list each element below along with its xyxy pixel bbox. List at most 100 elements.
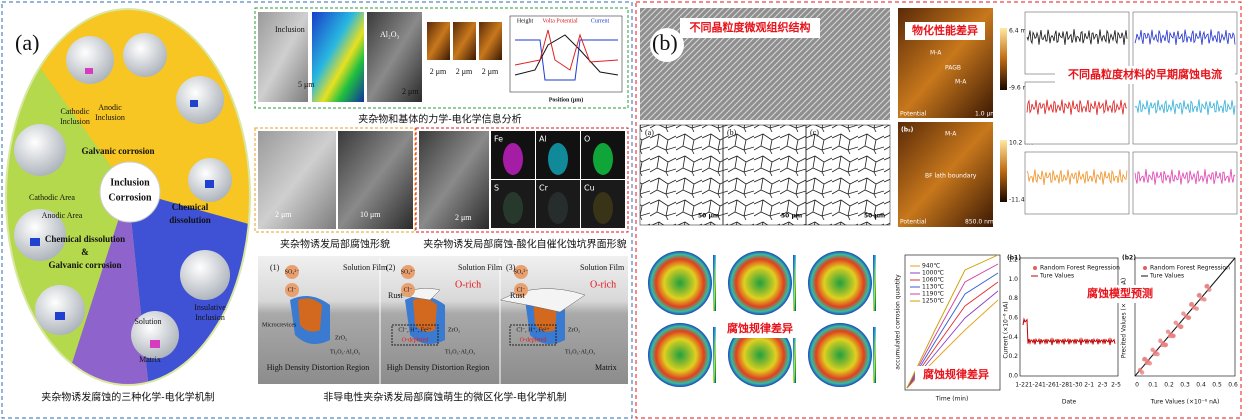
x-axis-label: Ture Values (×10⁻⁶ nA) xyxy=(1150,399,1220,406)
colorbar xyxy=(1000,28,1007,90)
rust-label: Rust xyxy=(510,291,525,300)
sector-label: Chemical dissolution xyxy=(45,234,125,244)
legend-label: Ture Values xyxy=(1039,273,1074,280)
colorbar-label: 6.4 mV xyxy=(1009,28,1031,35)
sem-image xyxy=(258,12,308,102)
kpfm-label: (b₂) xyxy=(901,127,914,134)
ion-label: SO₄²⁻ xyxy=(285,269,300,275)
panel-label: (b) xyxy=(652,30,678,55)
o-rich-label: O-rich xyxy=(455,279,481,290)
corrosion-maps xyxy=(644,249,876,389)
microcrevice-label: Microcrevices xyxy=(262,322,297,328)
element-label: Cu xyxy=(584,184,595,193)
map-colorbar xyxy=(793,327,796,383)
schematic-shapes xyxy=(285,258,586,384)
eds-signal xyxy=(503,143,523,175)
ion-label: Cl⁻ xyxy=(288,287,297,293)
parity-point xyxy=(1144,360,1150,366)
tial-label: Ti₂O₃·Al₂O₃ xyxy=(565,349,595,355)
eds-maps: Fe Al O S Cr Cu xyxy=(491,131,625,228)
scale-label: 2 μm xyxy=(275,210,292,219)
panel-label: (a) xyxy=(15,30,39,55)
diagram-label: Inclusion xyxy=(95,113,125,122)
diagram-label: Matrix xyxy=(139,355,161,364)
rust-label: Rust xyxy=(388,291,403,300)
diagram-label: Inclusion xyxy=(195,313,225,322)
accumulation-line xyxy=(906,272,999,389)
current-plot xyxy=(1024,11,1130,75)
map-colorbar xyxy=(713,255,716,311)
morphology-box xyxy=(254,127,416,233)
x-tick-label: 0.3 xyxy=(1180,382,1190,389)
tick-labels: 1-22 1-24 1-26 1-28 1-30 2-1 2-3 2-5 1.2 1.0 0.8 0.… xyxy=(1008,257,1237,389)
title-backdrop xyxy=(1080,285,1160,303)
subpanel-label: (b1) xyxy=(1007,255,1021,262)
matrix-label: Matrix xyxy=(595,363,617,372)
scale-label: 2 μm xyxy=(430,67,447,76)
parity-point xyxy=(1196,293,1202,298)
parity-points xyxy=(1137,283,1212,375)
diagram-outline xyxy=(5,8,251,386)
current-plot xyxy=(1132,151,1238,215)
diagram-label: Anodic Area xyxy=(42,211,83,220)
parity-point xyxy=(1204,284,1209,289)
current-plot xyxy=(1132,11,1238,75)
element-label: Cr xyxy=(539,184,549,193)
step-label: (3) xyxy=(506,263,516,272)
legend-label: 1250℃ xyxy=(922,298,944,305)
y-tick-label: 0.4 xyxy=(1008,334,1018,341)
grain-boundaries xyxy=(640,125,890,225)
x-axis-label: Date xyxy=(1062,399,1077,406)
map-colorbar xyxy=(793,255,796,311)
profile-line xyxy=(515,39,618,81)
panel-a-border xyxy=(1,1,633,419)
title-backdrop xyxy=(905,22,985,40)
parity-point xyxy=(1139,370,1145,375)
parity-point xyxy=(1167,333,1173,339)
center-label: Corrosion xyxy=(108,192,152,203)
panel-b-border xyxy=(635,1,1242,419)
interface-box xyxy=(415,127,629,233)
corrosion-map xyxy=(648,323,712,387)
parity-point xyxy=(1178,324,1183,330)
parity-point xyxy=(1160,342,1165,348)
scale-label: 2 μm xyxy=(456,67,473,76)
x-tick-label: 0.6 xyxy=(1228,382,1238,389)
y-axis-label: Current (×10⁻⁶ nA) xyxy=(1003,301,1010,358)
title-backdrop xyxy=(915,366,999,384)
x-tick-label: 2-5 xyxy=(1111,382,1121,389)
profile-plot xyxy=(509,15,623,93)
current-plots xyxy=(1024,11,1238,215)
current-plot xyxy=(1024,81,1130,145)
legend-label: Height xyxy=(517,18,534,24)
eds-signal xyxy=(593,192,613,224)
colorbar-label: -11.4 mV xyxy=(1009,197,1037,204)
scale-label: 5 μm xyxy=(298,80,315,89)
current-trace xyxy=(1026,99,1128,116)
kpfm-label: M-A xyxy=(955,79,967,86)
map-colorbar xyxy=(713,327,716,383)
scale-label: 2 μm xyxy=(455,213,472,222)
afm-image xyxy=(453,22,476,60)
x-tick-label: 1-24 xyxy=(1029,382,1043,389)
prediction-title: 腐蚀模型预测 xyxy=(1087,286,1153,300)
scale-label: 50 μm xyxy=(781,213,802,220)
kpfm-title: 物化性能差异 xyxy=(912,23,978,37)
current-plot xyxy=(1132,81,1238,145)
legend-label: Current xyxy=(591,18,610,24)
scale-label: 850.0 nm xyxy=(965,219,994,226)
y-tick-label: 0.0 xyxy=(1008,373,1018,380)
kpfm-label: BF lath boundary xyxy=(925,173,977,180)
step-label: (2) xyxy=(386,263,396,272)
x-tick-label: 0.2 xyxy=(1164,382,1174,389)
image-label: Al₂O₃ xyxy=(380,30,400,39)
subpanel-label: (a) xyxy=(645,128,654,137)
diagram-label: Inclusion xyxy=(60,117,90,126)
eds-signal xyxy=(503,192,523,224)
scale-label: 1.0 μm xyxy=(975,111,996,118)
x-axis-label: Time (min) xyxy=(935,396,969,403)
diagram-label: Anodic xyxy=(98,103,122,112)
kpfm-label: M-A xyxy=(930,50,942,57)
